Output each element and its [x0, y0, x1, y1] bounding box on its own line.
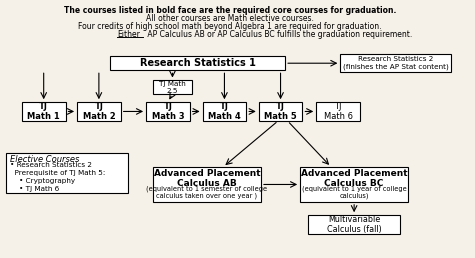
Text: (equivalent to 1 year of college
calculus): (equivalent to 1 year of college calculu…	[302, 185, 407, 199]
Text: Four credits of high school math beyond Algebra 1 are required for graduation.: Four credits of high school math beyond …	[78, 22, 382, 31]
Text: TJ
Math 3: TJ Math 3	[152, 102, 184, 121]
FancyBboxPatch shape	[146, 102, 190, 121]
Text: TJ
Math 4: TJ Math 4	[208, 102, 241, 121]
FancyBboxPatch shape	[203, 102, 246, 121]
FancyBboxPatch shape	[77, 102, 121, 121]
FancyBboxPatch shape	[308, 215, 400, 234]
Text: • Research Statistics 2
  Prerequisite of TJ Math 5:
    • Cryptography
    • TJ: • Research Statistics 2 Prerequisite of …	[10, 163, 106, 192]
Text: Multivariable
Calculus (fall): Multivariable Calculus (fall)	[327, 215, 381, 234]
Text: Elective Courses: Elective Courses	[10, 155, 80, 164]
Text: TJ
Math 1: TJ Math 1	[28, 102, 60, 121]
Text: Research Statistics 2
(finishes the AP Stat content): Research Statistics 2 (finishes the AP S…	[342, 57, 448, 70]
Text: TJ
Math 6: TJ Math 6	[323, 102, 352, 121]
Text: (equivalent to 1 semester of college
calculus taken over one year ): (equivalent to 1 semester of college cal…	[146, 185, 267, 199]
FancyBboxPatch shape	[153, 167, 261, 202]
FancyBboxPatch shape	[259, 102, 303, 121]
Text: TJ
Math 5: TJ Math 5	[264, 102, 297, 121]
Text: TJ Math
2.5: TJ Math 2.5	[159, 81, 186, 94]
FancyBboxPatch shape	[316, 102, 360, 121]
FancyBboxPatch shape	[341, 54, 451, 72]
Text: All other courses are Math elective courses.: All other courses are Math elective cour…	[146, 14, 314, 23]
FancyBboxPatch shape	[153, 80, 192, 94]
Text: AP Calculus AB or AP Calculus BC fulfills the graduation requirement.: AP Calculus AB or AP Calculus BC fulfill…	[145, 30, 412, 39]
Text: Research Statistics 1: Research Statistics 1	[140, 58, 256, 68]
FancyBboxPatch shape	[22, 102, 66, 121]
FancyBboxPatch shape	[110, 56, 285, 70]
Text: Advanced Placement
Calculus BC: Advanced Placement Calculus BC	[301, 169, 408, 189]
FancyBboxPatch shape	[6, 153, 128, 193]
Text: TJ
Math 2: TJ Math 2	[83, 102, 115, 121]
Text: The courses listed in bold face are the required core courses for graduation.: The courses listed in bold face are the …	[64, 6, 396, 15]
Text: Either: Either	[117, 30, 140, 39]
FancyBboxPatch shape	[300, 167, 408, 202]
Text: Advanced Placement
Calculus AB: Advanced Placement Calculus AB	[153, 169, 260, 189]
